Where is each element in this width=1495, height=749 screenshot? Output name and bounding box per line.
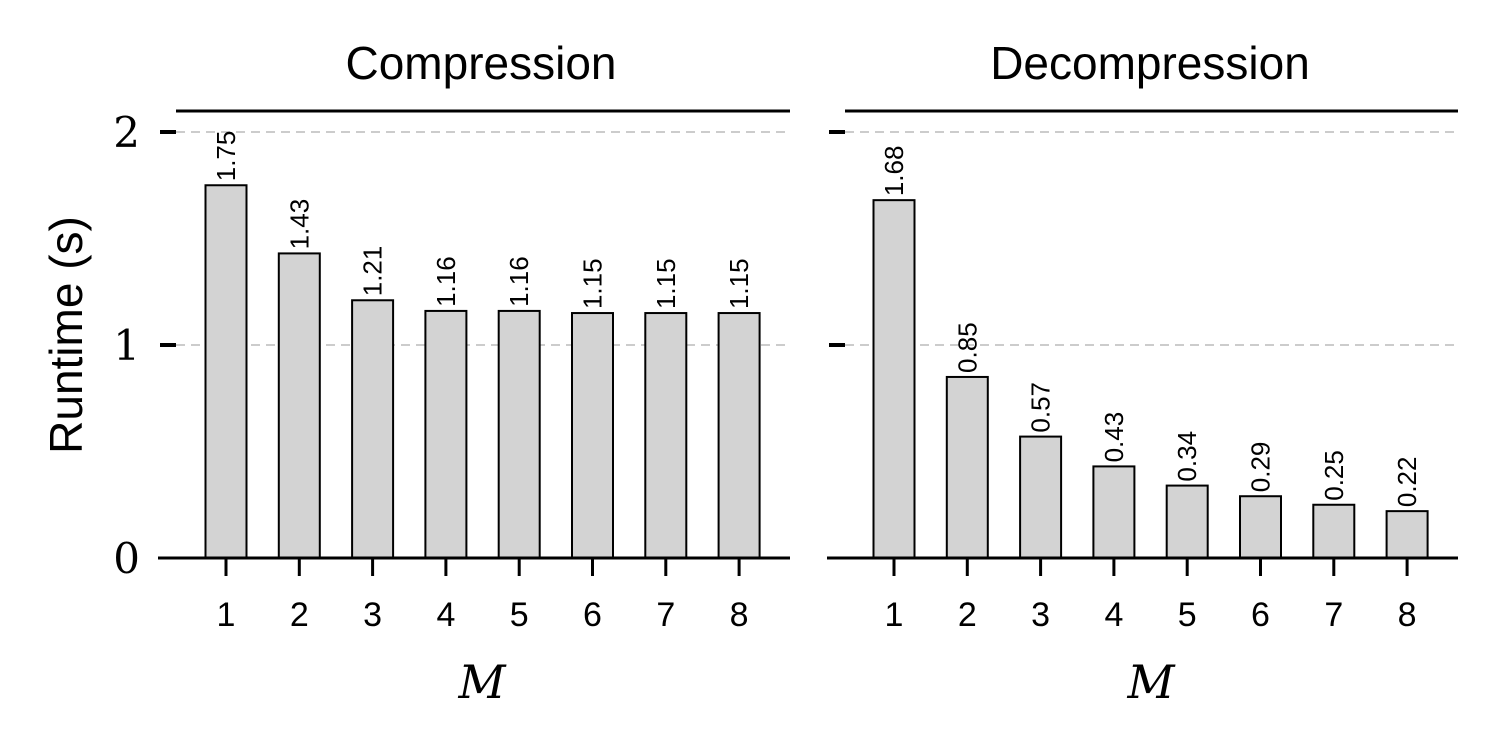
bar-labels: 1.68 0.85 0.57 0.43 0.34 0.29 0.25 0.22 [879, 146, 1422, 508]
x-tick-label: 5 [1178, 596, 1197, 634]
bar-value-label: 1.15 [724, 258, 754, 309]
x-tick-label: 4 [436, 596, 455, 634]
x-tick-label: 6 [1251, 596, 1270, 634]
bar-value-label: 0.85 [952, 322, 982, 373]
panel-title-compression: Compression [346, 37, 617, 89]
x-tick-label: 8 [1398, 596, 1417, 634]
x-tick-label: 2 [958, 596, 977, 634]
x-tick-label: 1 [217, 596, 236, 634]
x-tick-label: 7 [656, 596, 675, 634]
bar [497, 309, 541, 560]
bar [1019, 435, 1063, 559]
x-tick-label: 5 [510, 596, 529, 634]
y-axis-label: Runtime (s) [40, 216, 92, 454]
bar [351, 299, 395, 559]
decompression-panel: Decompression 1.68 0.85 0.57 0.43 0.34 0.29 0.… [827, 37, 1458, 709]
bar [1312, 503, 1356, 559]
panel-title-decompression: Decompression [990, 37, 1310, 89]
x-ticks: 1 2 3 4 5 6 7 8 [885, 558, 1417, 634]
y-tick-label: 2 [113, 108, 140, 157]
x-tick-label: 7 [1324, 596, 1343, 634]
bar [571, 312, 614, 559]
bar [424, 309, 468, 560]
x-tick-label: 6 [583, 596, 602, 634]
bar [872, 199, 916, 559]
bar [1385, 510, 1429, 560]
bar-value-label: 1.43 [284, 199, 314, 250]
bar-value-label: 0.29 [1246, 442, 1276, 493]
x-tick-label: 4 [1104, 596, 1123, 634]
bar-value-label: 1.15 [578, 258, 608, 309]
x-tick-label: 1 [885, 596, 904, 634]
y-ticks: 0 1 2 [113, 108, 176, 583]
bar [1239, 495, 1282, 560]
bar-value-label: 1.15 [651, 258, 681, 309]
x-axis-label: M [1126, 655, 1176, 709]
y-tick-label: 1 [113, 321, 140, 370]
bar [945, 375, 989, 560]
grid-lines [845, 131, 1458, 346]
bar-labels: 1.75 1.43 1.21 1.16 1.16 1.15 1.15 1.15 [211, 131, 754, 309]
bar-value-label: 0.43 [1099, 412, 1129, 463]
y-tick-label: 0 [113, 534, 140, 583]
bar [204, 184, 248, 559]
grid-lines [176, 131, 790, 346]
x-tick-label: 3 [1031, 596, 1050, 634]
bar [644, 312, 688, 559]
x-axis-label: M [457, 655, 507, 709]
bars [872, 199, 1429, 560]
bar-value-label: 1.68 [879, 146, 909, 197]
bar-value-label: 0.25 [1319, 450, 1349, 501]
x-ticks: 1 2 3 4 5 6 7 8 [217, 558, 749, 634]
bar-value-label: 1.21 [358, 246, 388, 297]
bar-value-label: 1.75 [211, 131, 241, 182]
x-tick-label: 8 [730, 596, 749, 634]
bar [277, 252, 321, 559]
bar [1092, 465, 1136, 559]
bar [1165, 484, 1209, 559]
bar-value-label: 0.57 [1026, 382, 1056, 433]
bar-value-label: 1.16 [504, 256, 534, 307]
bar-value-label: 1.16 [431, 256, 461, 307]
y-ticks [829, 130, 845, 347]
bar-value-label: 0.34 [1172, 431, 1202, 482]
bar-value-label: 0.22 [1392, 457, 1422, 508]
bar [717, 312, 761, 559]
compression-panel: Compression 1.75 1.43 1.21 1.16 1.16 1.15 1.15… [113, 37, 790, 709]
x-tick-label: 3 [363, 596, 382, 634]
x-tick-label: 2 [290, 596, 309, 634]
